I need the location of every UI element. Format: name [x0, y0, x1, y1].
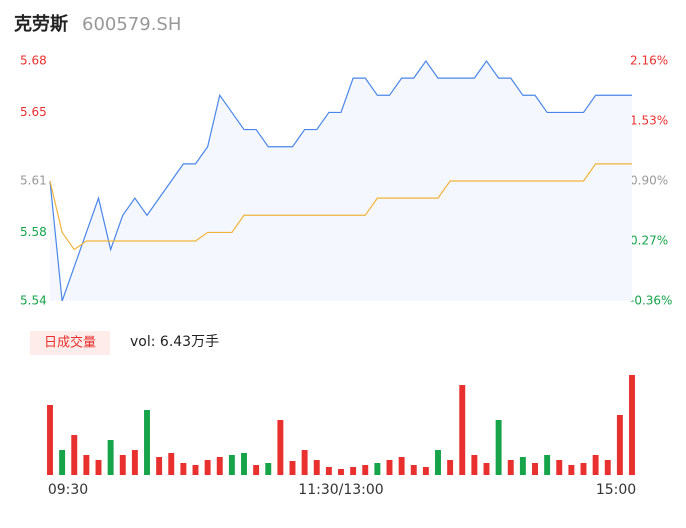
volume-bar	[107, 440, 114, 475]
price-line	[49, 59, 632, 302]
volume-label: vol: 6.43万手	[130, 334, 219, 350]
volume-bar	[253, 465, 260, 475]
volume-bar	[374, 463, 381, 475]
volume-bar	[59, 450, 66, 475]
volume-bar	[532, 463, 538, 475]
volume-bar	[410, 465, 417, 475]
volume-bar	[483, 463, 490, 475]
x-tick-label: 11:30/13:00	[298, 482, 383, 498]
volume-bar	[83, 455, 90, 475]
y2-tick-label: 0.90%	[630, 174, 668, 188]
volume-bar	[216, 457, 223, 475]
y-tick-label: 5.65	[20, 105, 47, 119]
volume-bar	[265, 463, 272, 475]
volume-bar	[144, 410, 150, 475]
volume-bar	[289, 461, 296, 475]
volume-bar	[350, 467, 357, 475]
volume-bar	[568, 465, 575, 475]
volume-bar	[204, 460, 211, 475]
price-line	[49, 163, 632, 251]
volume-bar	[459, 385, 466, 475]
volume-bar	[592, 455, 599, 475]
volume-bar	[313, 460, 320, 475]
volume-bar	[277, 420, 284, 475]
volume-bar	[580, 463, 587, 475]
y-tick-label: 5.68	[20, 54, 47, 68]
volume-bar	[71, 435, 78, 475]
volume-bar	[192, 465, 199, 475]
volume-bar	[168, 453, 175, 475]
volume-bar	[471, 455, 478, 475]
y2-tick-label: -0.36%	[630, 294, 672, 308]
volume-bar	[338, 469, 344, 475]
volume-bar	[156, 457, 163, 475]
y-tick-label: 5.61	[20, 174, 47, 188]
volume-bar	[398, 457, 405, 475]
y2-tick-label: 1.53%	[630, 114, 668, 128]
volume-bar	[47, 405, 53, 475]
volume-bar	[95, 460, 102, 475]
y2-tick-label: 2.16%	[630, 54, 668, 68]
y-tick-label: 5.54	[20, 294, 47, 308]
volume-tab[interactable]: 日成交量	[44, 335, 96, 351]
stock-code: 600579.SH	[82, 14, 181, 35]
volume-bar	[495, 420, 502, 475]
volume-tab-bg	[30, 331, 110, 355]
volume-bar	[422, 467, 429, 475]
volume-bar	[386, 460, 393, 475]
y2-tick-label: 0.27%	[630, 234, 668, 248]
volume-bar	[519, 457, 526, 475]
volume-bar	[629, 375, 635, 475]
x-tick-label: 15:00	[596, 482, 636, 498]
volume-bar	[447, 460, 454, 475]
chart-title: 克劳斯	[14, 13, 68, 35]
volume-bar	[507, 460, 514, 475]
volume-bar	[604, 460, 611, 475]
volume-bar	[228, 455, 235, 475]
volume-bar	[325, 467, 332, 475]
volume-bar	[119, 455, 126, 475]
volume-bar	[131, 450, 138, 475]
volume-bar	[180, 463, 187, 475]
volume-bar	[616, 415, 623, 475]
volume-bar	[435, 450, 441, 475]
volume-bar	[556, 460, 563, 475]
y-tick-label: 5.58	[20, 225, 47, 239]
x-tick-label: 09:30	[48, 482, 88, 498]
volume-bar	[544, 455, 551, 475]
volume-bar	[241, 453, 247, 475]
volume-bar	[362, 465, 369, 475]
volume-bar	[301, 450, 308, 475]
